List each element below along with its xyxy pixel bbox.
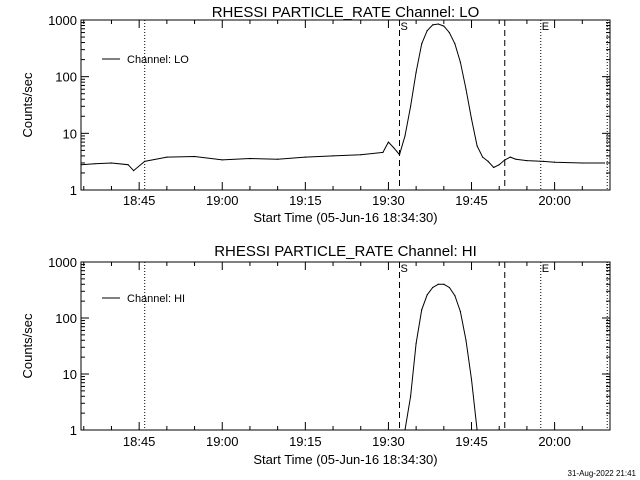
time-marker-label: E: [542, 263, 549, 275]
hi-channel-panel: RHESSI PARTICLE_RATE Channel: HI 1 10 100 10…: [20, 243, 611, 467]
x-tick-label: 19:15: [289, 193, 322, 208]
chart-title: RHESSI PARTICLE_RATE Channel: HI: [214, 243, 477, 260]
chart-title: RHESSI PARTICLE_RATE Channel: LO: [212, 4, 480, 21]
data-point: [448, 31, 450, 34]
data-point: [415, 71, 417, 73]
data-point: [332, 155, 334, 157]
data-point: [504, 159, 506, 161]
data-point: [360, 154, 362, 156]
data-point: [581, 162, 583, 164]
data-point: [481, 156, 484, 158]
x-tick-label: 19:45: [455, 434, 488, 449]
x-tick-label: 18:45: [123, 434, 156, 449]
lo-channel-panel: RHESSI PARTICLE_RATE Channel: LO 1 10 100 10…: [20, 4, 611, 225]
x-axis-label: Start Time (05-Jun-16 18:34:30): [253, 210, 437, 225]
data-point: [437, 283, 439, 285]
data-point: [515, 158, 517, 160]
x-tick-label: 19:30: [372, 434, 405, 449]
data-point: [426, 294, 428, 296]
y-tick-label: 1: [70, 183, 77, 198]
series-line: [80, 23, 605, 172]
data-point: [432, 24, 434, 26]
data-point: [459, 311, 462, 313]
data-point: [404, 429, 406, 431]
data-point: [487, 160, 489, 162]
y-axis-label: Counts/sec: [20, 72, 35, 138]
data-point: [603, 162, 606, 164]
data-point: [409, 105, 412, 107]
y-tick-label: 1000: [48, 13, 77, 28]
data-point: [387, 141, 390, 143]
data-point: [393, 147, 395, 149]
data-point: [382, 151, 384, 154]
data-point: [127, 164, 129, 166]
data-point: [476, 145, 478, 147]
legend-label: Channel: HI: [127, 293, 185, 305]
data-point: [398, 154, 401, 156]
y-tick-label: 1000: [48, 255, 77, 270]
data-point: [554, 161, 556, 163]
data-point: [133, 169, 135, 172]
data-point: [166, 156, 168, 158]
series-line: [404, 283, 478, 431]
data-point: [426, 30, 428, 32]
y-tick-label: 100: [55, 311, 77, 326]
x-tick-label: 20:00: [538, 193, 571, 208]
data-point: [509, 156, 511, 158]
data-point: [304, 156, 306, 158]
x-tick-label: 18:45: [123, 193, 156, 208]
data-point: [454, 295, 456, 297]
time-marker-label: S: [401, 263, 408, 275]
data-point: [437, 23, 439, 25]
x-tick-label: 19:15: [289, 434, 322, 449]
data-point: [94, 163, 96, 165]
data-point: [404, 135, 406, 137]
y-tick-label: 1: [70, 423, 77, 438]
data-point: [465, 88, 467, 90]
plot-frame: [80, 19, 611, 191]
y-axis-label: Counts/sec: [20, 313, 35, 379]
data-point: [470, 378, 473, 381]
data-point: [110, 162, 113, 164]
data-point: [277, 158, 279, 160]
data-point: [493, 166, 495, 169]
data-point: [443, 283, 445, 285]
x-tick-label: 19:30: [372, 193, 405, 208]
footer-timestamp: 31-Aug-2022 21:41: [568, 469, 637, 478]
x-tick-label: 19:00: [206, 193, 239, 208]
x-tick-label: 19:00: [206, 434, 239, 449]
data-point: [526, 160, 528, 162]
data-point: [432, 286, 434, 289]
x-tick-label: 20:00: [538, 434, 571, 449]
data-point: [421, 309, 423, 311]
data-point: [465, 339, 467, 341]
data-point: [421, 43, 423, 45]
data-point: [415, 342, 417, 345]
data-point: [459, 61, 462, 63]
time-marker-label: E: [542, 21, 549, 33]
y-tick-label: 10: [63, 126, 77, 141]
plot-frame: [80, 261, 611, 431]
data-point: [249, 157, 251, 160]
data-point: [542, 160, 545, 162]
x-axis-label: Start Time (05-Jun-16 18:34:30): [253, 452, 437, 467]
data-point: [221, 159, 223, 161]
time-marker-label: S: [401, 21, 408, 33]
y-tick-label: 100: [55, 70, 77, 85]
data-point: [144, 160, 146, 162]
data-point: [470, 118, 473, 120]
data-point: [443, 25, 445, 27]
data-point: [476, 429, 478, 431]
data-point: [448, 286, 450, 289]
data-point: [498, 164, 500, 166]
data-point: [193, 155, 196, 158]
legend-label: Channel: LO: [127, 54, 189, 66]
data-point: [409, 395, 412, 397]
data-point: [80, 164, 82, 166]
data-point: [454, 43, 456, 45]
y-tick-label: 10: [63, 367, 77, 382]
x-tick-label: 19:45: [455, 193, 488, 208]
